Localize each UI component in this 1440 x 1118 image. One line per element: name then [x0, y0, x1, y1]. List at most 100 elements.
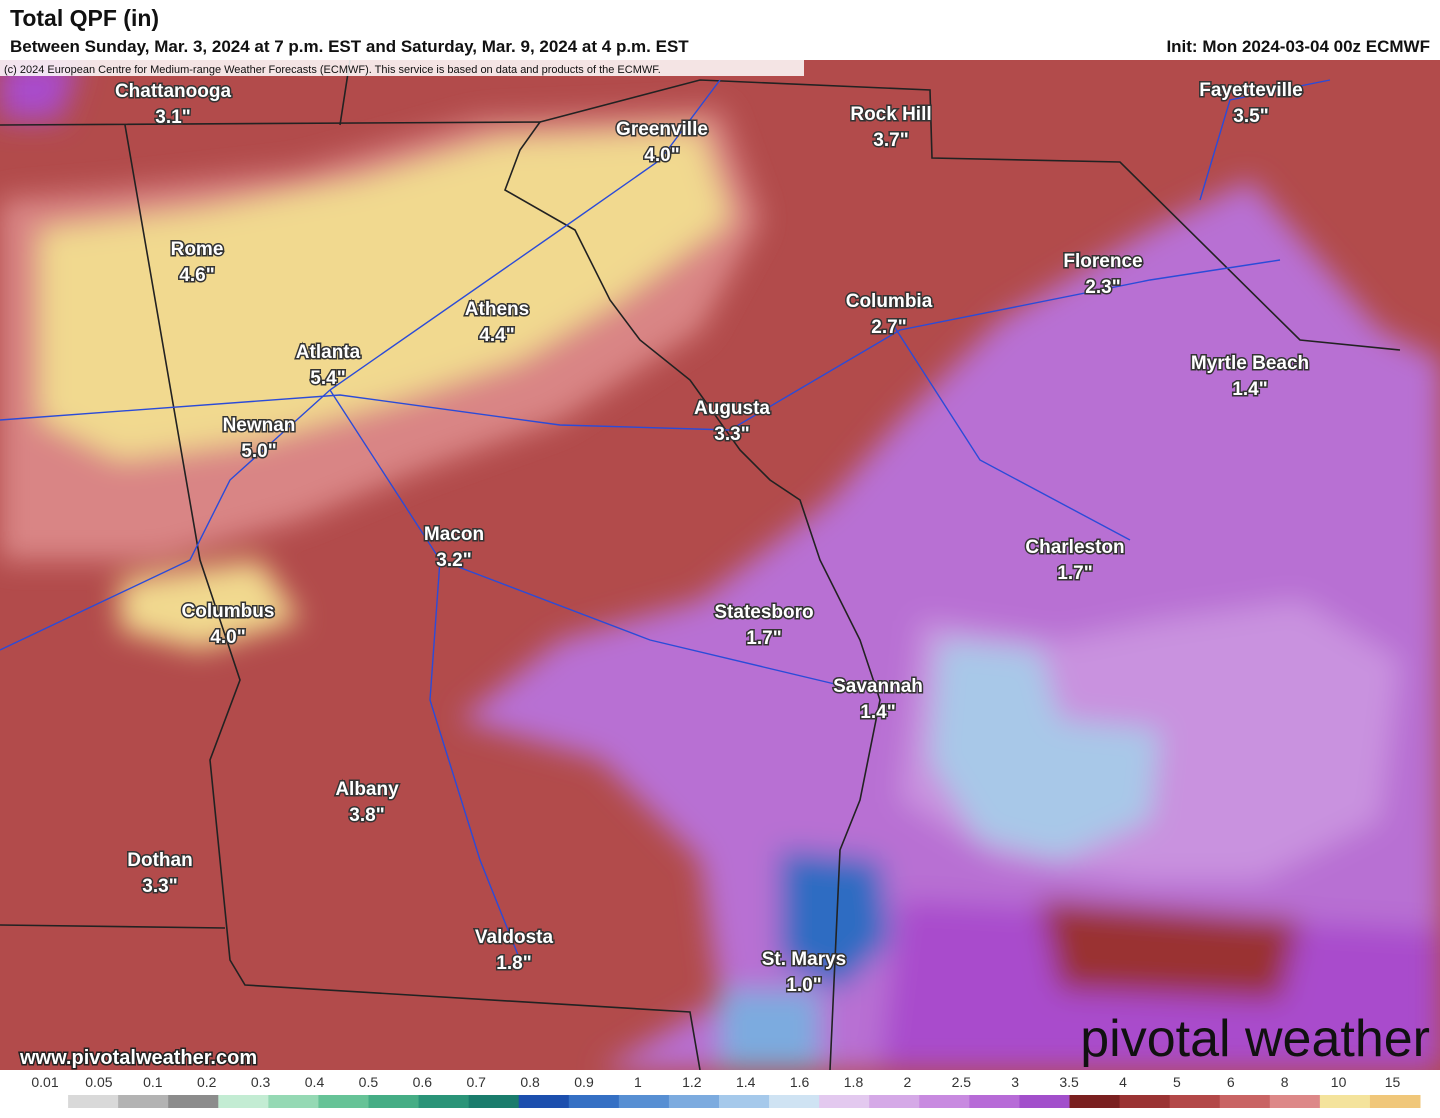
- city-value: 1.8": [496, 953, 531, 974]
- city-value: 3.2": [436, 550, 471, 571]
- city-value: 4.6": [179, 265, 214, 286]
- city-name: Myrtle Beach: [1191, 353, 1309, 374]
- city-value: 1.7": [746, 628, 781, 649]
- legend-swatch: [1269, 1095, 1321, 1108]
- legend-label: 1.8: [844, 1074, 864, 1090]
- legend-label: 1.4: [736, 1074, 756, 1090]
- legend-swatch: [518, 1095, 570, 1108]
- city-name: Florence: [1063, 251, 1142, 272]
- legend-swatch: [418, 1095, 470, 1108]
- legend: 0.01 0.05 0.1 0.2 0.3 0.4 0.5 0.6 0.7 0.8 0.9 1 1.2 1…: [18, 1074, 1421, 1108]
- legend-swatch: [719, 1095, 770, 1108]
- city-name: Atlanta: [296, 342, 361, 363]
- city-value: 3.3": [714, 424, 749, 445]
- city-name: Columbia: [846, 291, 933, 312]
- city-value: 5.0": [241, 441, 276, 462]
- legend-label: 0.05: [85, 1074, 112, 1090]
- city-name: Valdosta: [475, 927, 554, 948]
- legend-label: 0.6: [413, 1074, 433, 1090]
- city-value: 4.0": [210, 627, 245, 648]
- city-name: Albany: [335, 779, 399, 800]
- city-name: Newnan: [223, 415, 296, 436]
- legend-swatch: [168, 1095, 219, 1108]
- city-value: 3.7": [873, 130, 908, 151]
- legend-swatch: [769, 1095, 820, 1108]
- legend-swatch: [668, 1095, 720, 1108]
- legend-label: 15: [1385, 1074, 1401, 1090]
- city-name: Rome: [171, 239, 224, 260]
- legend-swatch: [118, 1095, 169, 1108]
- legend-label: 8: [1281, 1074, 1289, 1090]
- legend-swatch: [368, 1095, 420, 1108]
- city-value: 3.3": [142, 876, 177, 897]
- city-name: Savannah: [833, 676, 923, 697]
- legend-label: 0.3: [251, 1074, 271, 1090]
- legend-label: 1.6: [790, 1074, 810, 1090]
- city-name: Columbus: [182, 601, 275, 622]
- subtitle: Between Sunday, Mar. 3, 2024 at 7 p.m. E…: [10, 37, 689, 56]
- legend-swatch: [1369, 1095, 1421, 1108]
- legend-label: 0.7: [466, 1074, 486, 1090]
- legend-swatch: [1169, 1095, 1221, 1108]
- legend-swatch: [869, 1095, 920, 1108]
- legend-label: 0.1: [143, 1074, 163, 1090]
- legend-label: 1: [634, 1074, 642, 1090]
- legend-swatch: [1019, 1095, 1070, 1108]
- legend-label: 3.5: [1059, 1074, 1079, 1090]
- city-name: Statesboro: [714, 602, 813, 623]
- legend-swatch: [68, 1095, 119, 1108]
- url: www.pivotalweather.com: [19, 1047, 257, 1069]
- city-value: 5.4": [310, 368, 345, 389]
- legend-label: 10: [1331, 1074, 1347, 1090]
- city-name: Fayetteville: [1199, 80, 1303, 101]
- city-labels: Chattanooga 3.1" Greenville 4.0" Rock Hill 3.…: [113, 79, 1310, 998]
- city-name: Rock Hill: [850, 104, 931, 125]
- legend-label: 2: [904, 1074, 912, 1090]
- brand: pivotal weather: [1080, 1010, 1430, 1068]
- copyright: (c) 2024 European Centre for Medium-rang…: [4, 64, 661, 76]
- city-value: 1.4": [1232, 379, 1267, 400]
- legend-swatch: [268, 1095, 319, 1108]
- city-name: St. Marys: [762, 949, 846, 970]
- legend-label: 0.4: [305, 1074, 325, 1090]
- legend-swatch: [618, 1095, 670, 1108]
- city-name: Chattanooga: [115, 81, 232, 102]
- legend-swatch: [969, 1095, 1020, 1108]
- legend-label: 0.2: [197, 1074, 217, 1090]
- legend-swatch: [218, 1095, 269, 1108]
- legend-label: 0.8: [520, 1074, 540, 1090]
- city-value: 3.8": [349, 805, 384, 826]
- city-name: Greenville: [616, 119, 708, 140]
- city-name: Macon: [424, 524, 484, 545]
- city-name: Charleston: [1025, 537, 1124, 558]
- legend-swatch: [468, 1095, 520, 1108]
- city-name: Athens: [465, 299, 529, 320]
- legend-label: 0.9: [574, 1074, 594, 1090]
- city-value: 1.4": [860, 702, 895, 723]
- legend-label: 2.5: [952, 1074, 972, 1090]
- legend-swatch: [919, 1095, 970, 1108]
- legend-swatch: [1069, 1095, 1121, 1108]
- city-value: 3.5": [1233, 106, 1268, 127]
- city-name: Augusta: [694, 398, 770, 419]
- city-value: 4.4": [479, 325, 514, 346]
- legend-label: 1.2: [682, 1074, 702, 1090]
- legend-swatch: [1119, 1095, 1171, 1108]
- legend-label: 4: [1119, 1074, 1127, 1090]
- city-value: 1.7": [1057, 563, 1092, 584]
- city-value: 4.0": [644, 145, 679, 166]
- city-value: 2.7": [871, 317, 906, 338]
- legend-swatch: [1219, 1095, 1271, 1108]
- map: [0, 60, 1440, 1070]
- city-value: 1.0": [786, 975, 821, 996]
- legend-swatch: [1319, 1095, 1371, 1108]
- legend-swatch: [18, 1095, 69, 1108]
- city-value: 2.3": [1085, 277, 1120, 298]
- city-value: 3.1": [155, 107, 190, 128]
- legend-swatch: [568, 1095, 620, 1108]
- city-name: Dothan: [127, 850, 192, 871]
- legend-label: 5: [1173, 1074, 1181, 1090]
- legend-label: 3: [1011, 1074, 1019, 1090]
- legend-label: 0.5: [359, 1074, 379, 1090]
